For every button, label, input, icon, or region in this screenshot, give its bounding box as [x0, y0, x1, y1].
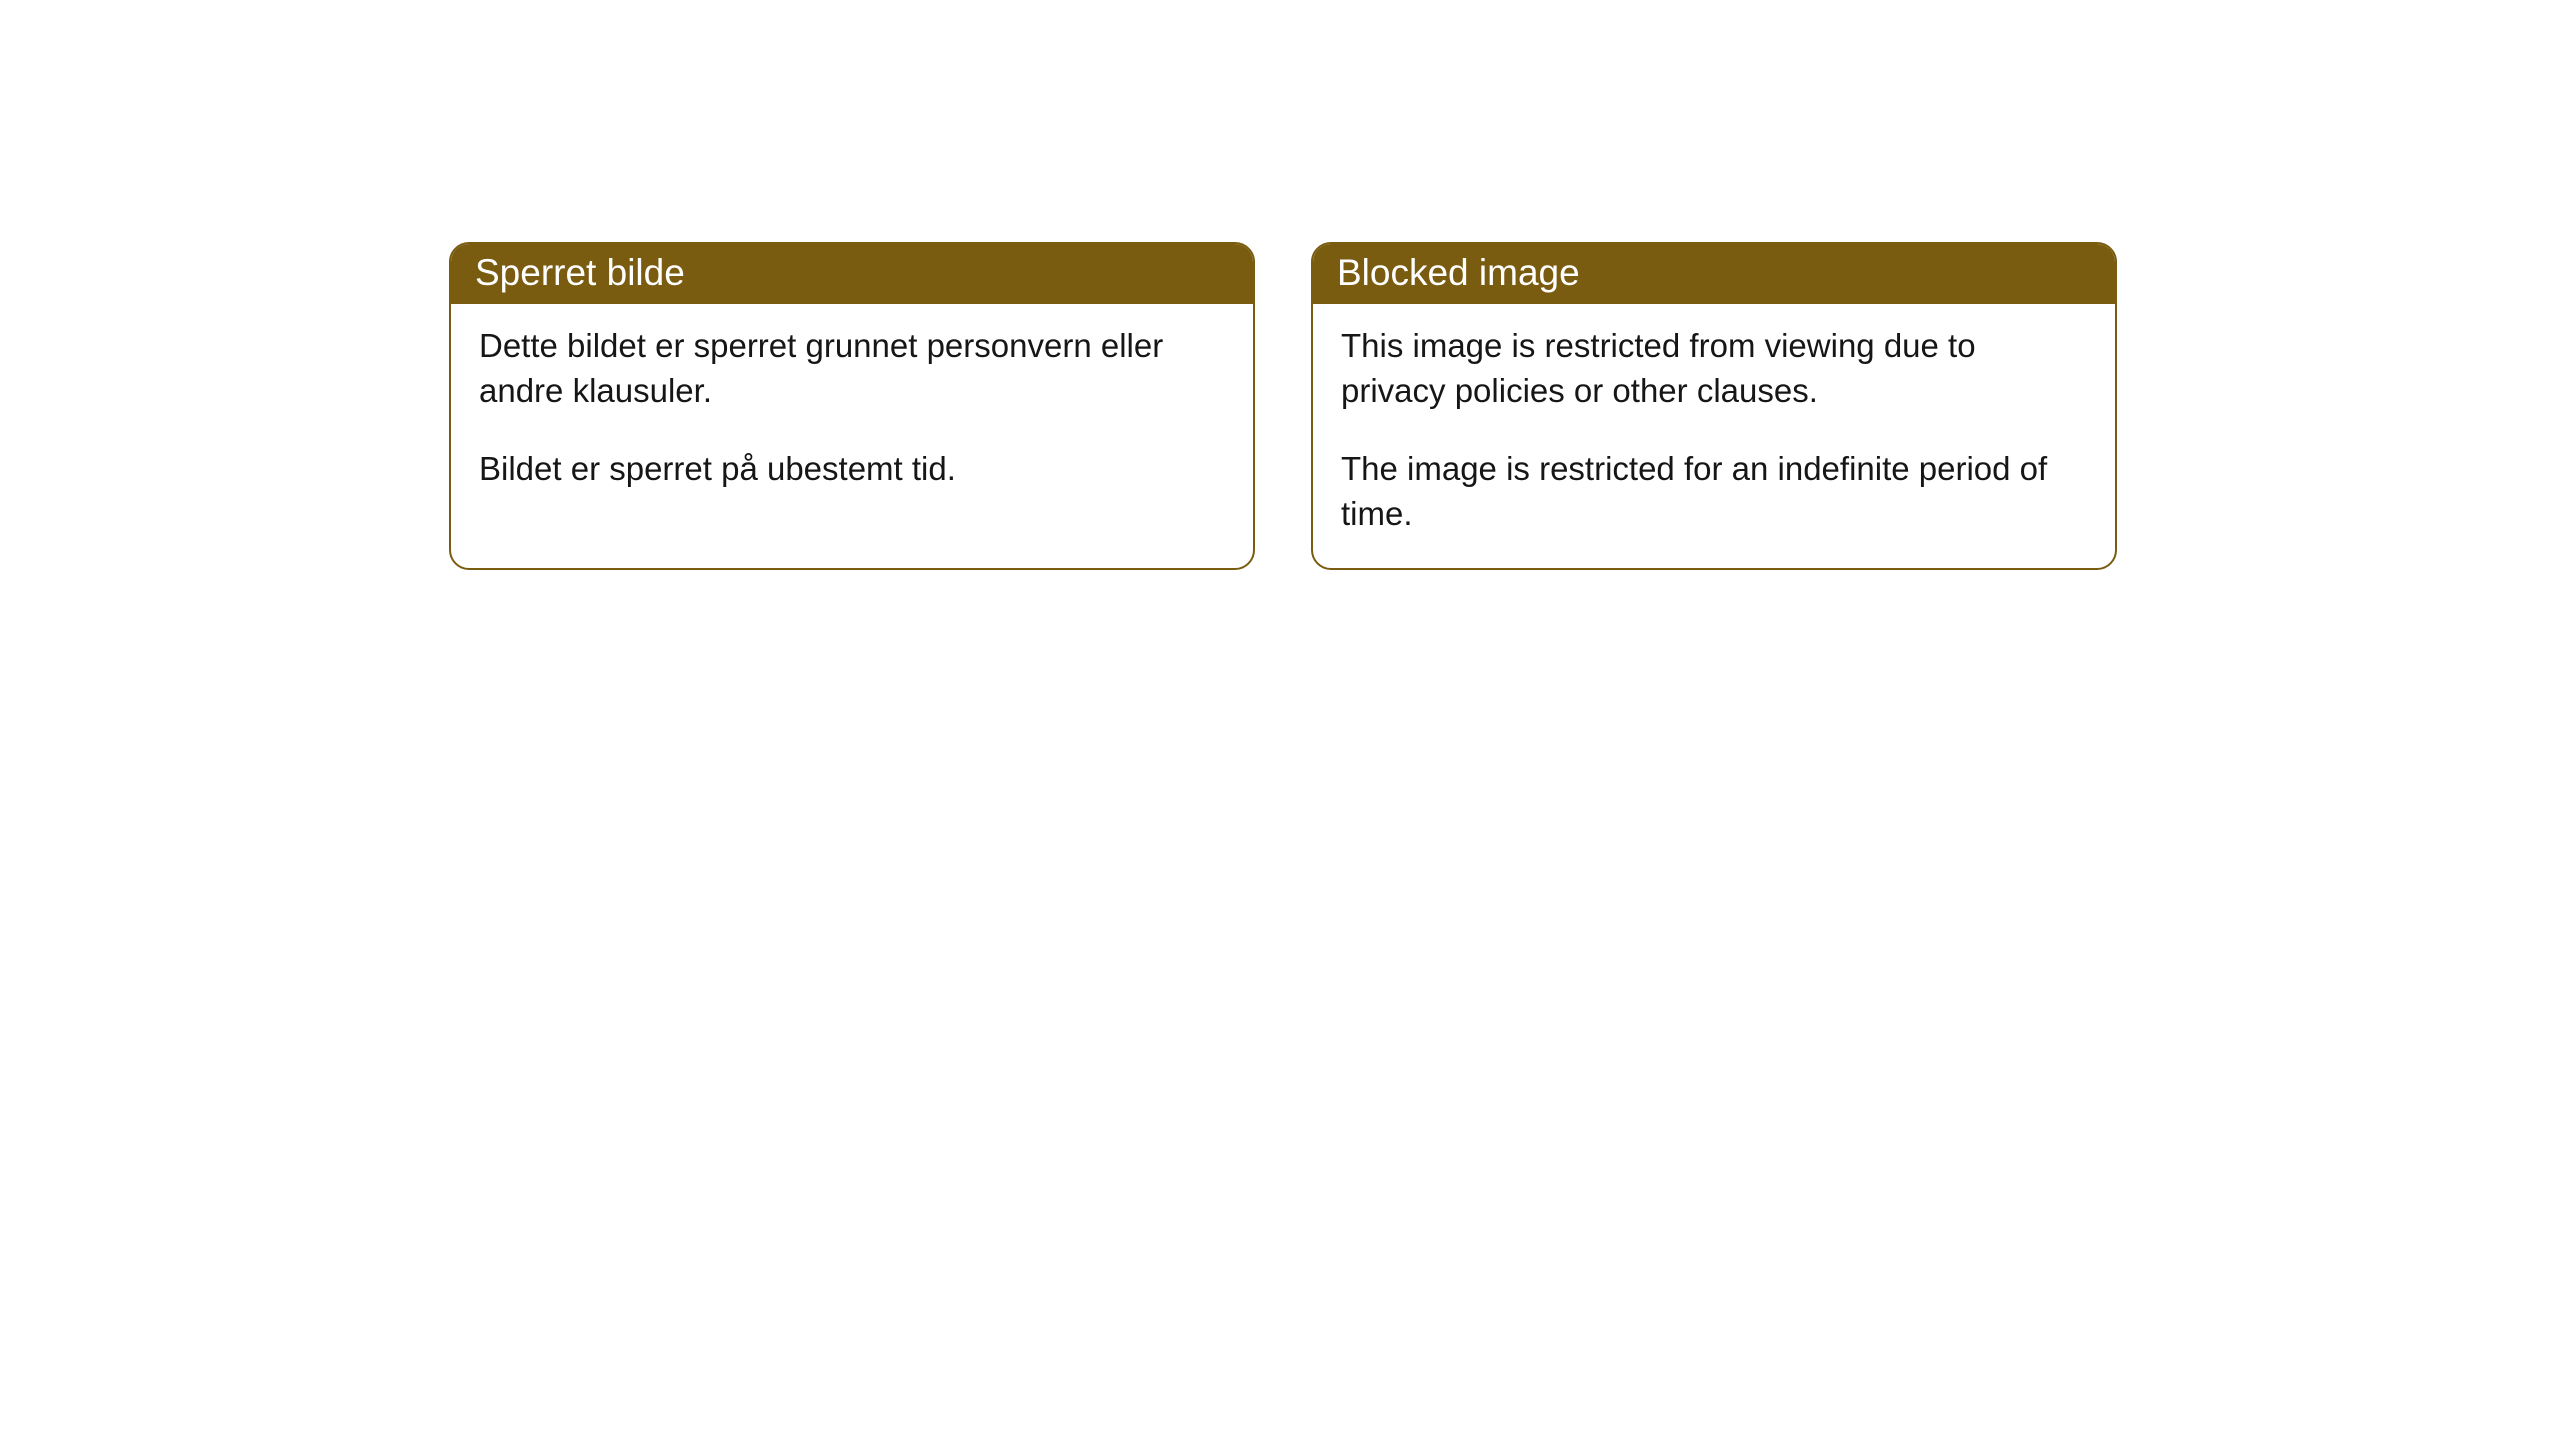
card-paragraph-no-2: Bildet er sperret på ubestemt tid. — [479, 447, 1225, 492]
card-paragraph-en-1: This image is restricted from viewing du… — [1341, 324, 2087, 413]
card-title-en: Blocked image — [1313, 244, 2115, 304]
notice-cards-container: Sperret bilde Dette bildet er sperret gr… — [449, 242, 2117, 570]
card-paragraph-en-2: The image is restricted for an indefinit… — [1341, 447, 2087, 536]
card-body-en: This image is restricted from viewing du… — [1313, 304, 2115, 568]
blocked-image-card-en: Blocked image This image is restricted f… — [1311, 242, 2117, 570]
card-title-no: Sperret bilde — [451, 244, 1253, 304]
card-body-no: Dette bildet er sperret grunnet personve… — [451, 304, 1253, 524]
blocked-image-card-no: Sperret bilde Dette bildet er sperret gr… — [449, 242, 1255, 570]
card-paragraph-no-1: Dette bildet er sperret grunnet personve… — [479, 324, 1225, 413]
